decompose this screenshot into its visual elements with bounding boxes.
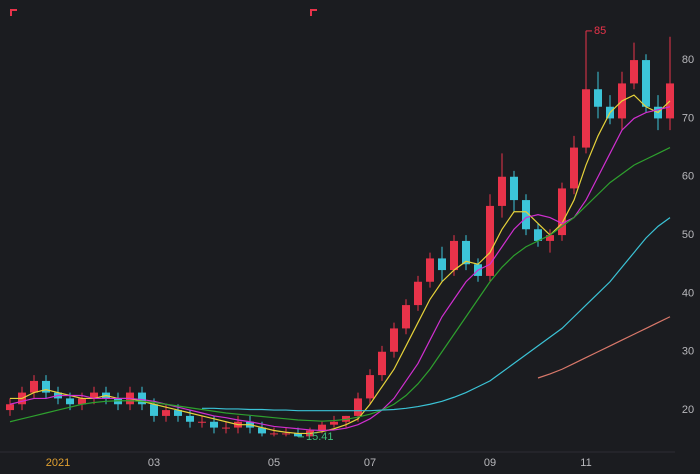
moving-average-line (202, 217, 671, 412)
y-tick-label: 70 (682, 112, 694, 124)
candle-body (138, 392, 146, 405)
x-tick-label: 07 (364, 457, 376, 469)
y-tick-label: 50 (682, 229, 694, 241)
candle-body (354, 398, 362, 416)
candle-body (6, 404, 14, 411)
y-tick-label: 40 (682, 287, 694, 299)
x-tick-label: 11 (580, 457, 591, 469)
candle-body (222, 427, 230, 429)
x-tick-label: 2021 (46, 457, 70, 469)
candle-body (378, 351, 386, 376)
corner-mark (310, 9, 317, 16)
candle-body (330, 421, 338, 425)
x-tick-label: 05 (268, 457, 280, 469)
candle-body (294, 433, 302, 437)
candle-body (558, 188, 566, 236)
x-tick-label: 03 (148, 457, 160, 469)
candle-body (642, 60, 650, 107)
candle-body (486, 205, 494, 276)
candle-body (522, 200, 530, 230)
min-label: 15.41 (306, 431, 334, 443)
candle-body (510, 176, 518, 201)
candle-body (66, 398, 74, 405)
y-tick-label: 20 (682, 404, 694, 416)
candle-body (150, 404, 158, 416)
candle-body (78, 398, 86, 405)
candle-body (438, 258, 446, 271)
moving-average-line (9, 147, 671, 423)
candle-body (570, 147, 578, 189)
candle-body (186, 415, 194, 422)
candle-body (30, 380, 38, 393)
max-label: 85 (594, 25, 606, 37)
candle-body (498, 176, 506, 206)
candle-body (90, 392, 98, 399)
candle-body (402, 305, 410, 329)
candle-body (174, 410, 182, 416)
candle-body (582, 89, 590, 148)
candle-body (162, 410, 170, 416)
candle-body (198, 421, 206, 423)
candle-body (318, 424, 326, 431)
candle-body (630, 60, 638, 84)
candle-body (258, 427, 266, 434)
candle-body (534, 229, 542, 241)
candle-body (42, 380, 50, 393)
candle-body (366, 375, 374, 399)
candle-body (282, 433, 290, 435)
corner-mark (10, 9, 17, 16)
candle-body (210, 421, 218, 428)
candle-body (546, 235, 554, 241)
x-tick-label: 09 (484, 457, 496, 469)
candle-body (270, 433, 278, 435)
y-tick-label: 30 (682, 346, 694, 358)
candle-body (414, 281, 422, 306)
candle-body (426, 258, 434, 282)
y-tick-label: 80 (682, 54, 694, 66)
candle-body (594, 89, 602, 107)
y-tick-label: 60 (682, 171, 694, 183)
moving-average-line (537, 316, 671, 379)
candle-body (450, 240, 458, 271)
candle-body (462, 240, 470, 265)
candle-body (390, 328, 398, 352)
moving-average-line (9, 106, 671, 432)
